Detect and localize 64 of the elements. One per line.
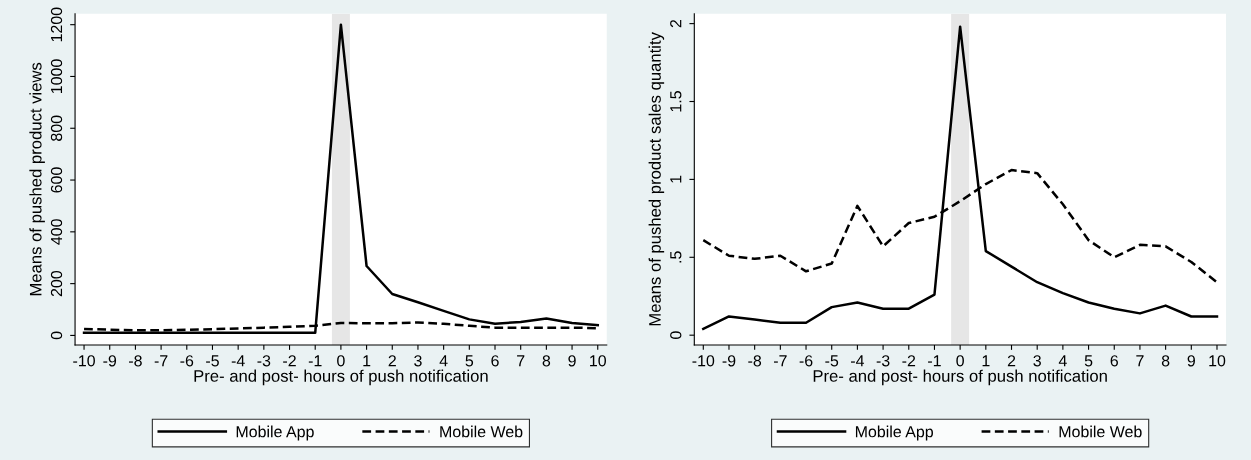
y-tick-label: 2 xyxy=(670,19,682,28)
y-tick-label: 0 xyxy=(50,331,63,340)
x-tick-label: 3 xyxy=(414,355,422,367)
x-tick-label: -2 xyxy=(283,355,296,367)
line-series xyxy=(702,25,1219,331)
legend-label: Mobile Web xyxy=(1059,425,1142,438)
y-tick-label: 1 xyxy=(670,175,682,183)
x-tick-label: -6 xyxy=(799,355,813,367)
y-tick-label: 200 xyxy=(50,270,63,297)
x-tick-label: -1 xyxy=(928,355,941,367)
y-axis-title: Means of pushed product views xyxy=(29,62,45,296)
x-tick-label: -3 xyxy=(876,355,890,367)
y-tick-label: 0 xyxy=(670,331,682,339)
x-tick-label: -4 xyxy=(851,355,865,367)
y-tick-label: 1.5 xyxy=(670,91,682,112)
x-tick-label: -6 xyxy=(180,355,194,367)
x-tick-label: -3 xyxy=(257,355,271,367)
y-axis-title: Means of pushed product sales quantity xyxy=(648,32,665,326)
x-tick-label: -9 xyxy=(722,355,736,367)
x-tick-label: 2 xyxy=(388,355,396,367)
x-tick-label: 10 xyxy=(590,355,606,367)
x-axis-title: Pre- and post- hours of push notification xyxy=(813,369,1107,386)
x-tick-label: 0 xyxy=(956,355,964,367)
x-tick-label: 8 xyxy=(542,355,551,367)
x-tick-label: -8 xyxy=(129,355,142,367)
legend-label: Mobile App xyxy=(236,425,314,441)
x-tick-label: 1 xyxy=(982,355,990,367)
x-tick-label: 3 xyxy=(1033,355,1041,367)
y-tick-label: 800 xyxy=(50,115,63,141)
y-tick-label: 1000 xyxy=(50,59,63,94)
x-tick-label: 5 xyxy=(1084,355,1093,367)
x-axis-title: Pre- and post- hours of push notification xyxy=(194,369,488,386)
x-tick-label: -7 xyxy=(773,355,787,367)
x-tick-label: -10 xyxy=(692,355,715,367)
y-tick-label: 1200 xyxy=(50,7,63,42)
x-tick-label: 7 xyxy=(517,355,525,367)
x-tick-label: 1 xyxy=(363,355,371,367)
x-tick-label: -5 xyxy=(825,355,839,367)
line-series xyxy=(82,23,599,335)
x-tick-label: 6 xyxy=(1110,355,1118,367)
y-tick-label: 400 xyxy=(50,219,63,245)
x-tick-label: -4 xyxy=(231,355,245,367)
x-tick-label: -1 xyxy=(308,355,322,367)
x-tick-label: 10 xyxy=(1209,355,1226,367)
legend-label: Mobile Web xyxy=(440,425,523,438)
x-tick-label: -7 xyxy=(154,355,168,367)
x-tick-label: 2 xyxy=(1007,355,1016,367)
x-tick-label: 5 xyxy=(465,355,474,367)
x-tick-label: -5 xyxy=(206,355,219,367)
x-tick-label: 9 xyxy=(1187,355,1195,367)
x-tick-label: 8 xyxy=(1161,355,1170,367)
y-tick-label: .5 xyxy=(670,251,682,263)
x-tick-label: -9 xyxy=(103,355,117,367)
x-tick-label: 9 xyxy=(568,355,576,367)
x-tick-label: -2 xyxy=(902,355,916,367)
x-tick-label: 6 xyxy=(491,355,499,367)
x-tick-label: 4 xyxy=(1058,355,1067,367)
x-tick-label: 0 xyxy=(337,355,345,367)
legend-label: Mobile App xyxy=(855,425,934,441)
x-tick-label: 4 xyxy=(439,355,448,367)
x-tick-label: -8 xyxy=(748,355,762,367)
x-tick-label: 7 xyxy=(1136,355,1144,367)
y-tick-label: 600 xyxy=(50,167,63,193)
x-tick-label: -10 xyxy=(73,355,95,367)
